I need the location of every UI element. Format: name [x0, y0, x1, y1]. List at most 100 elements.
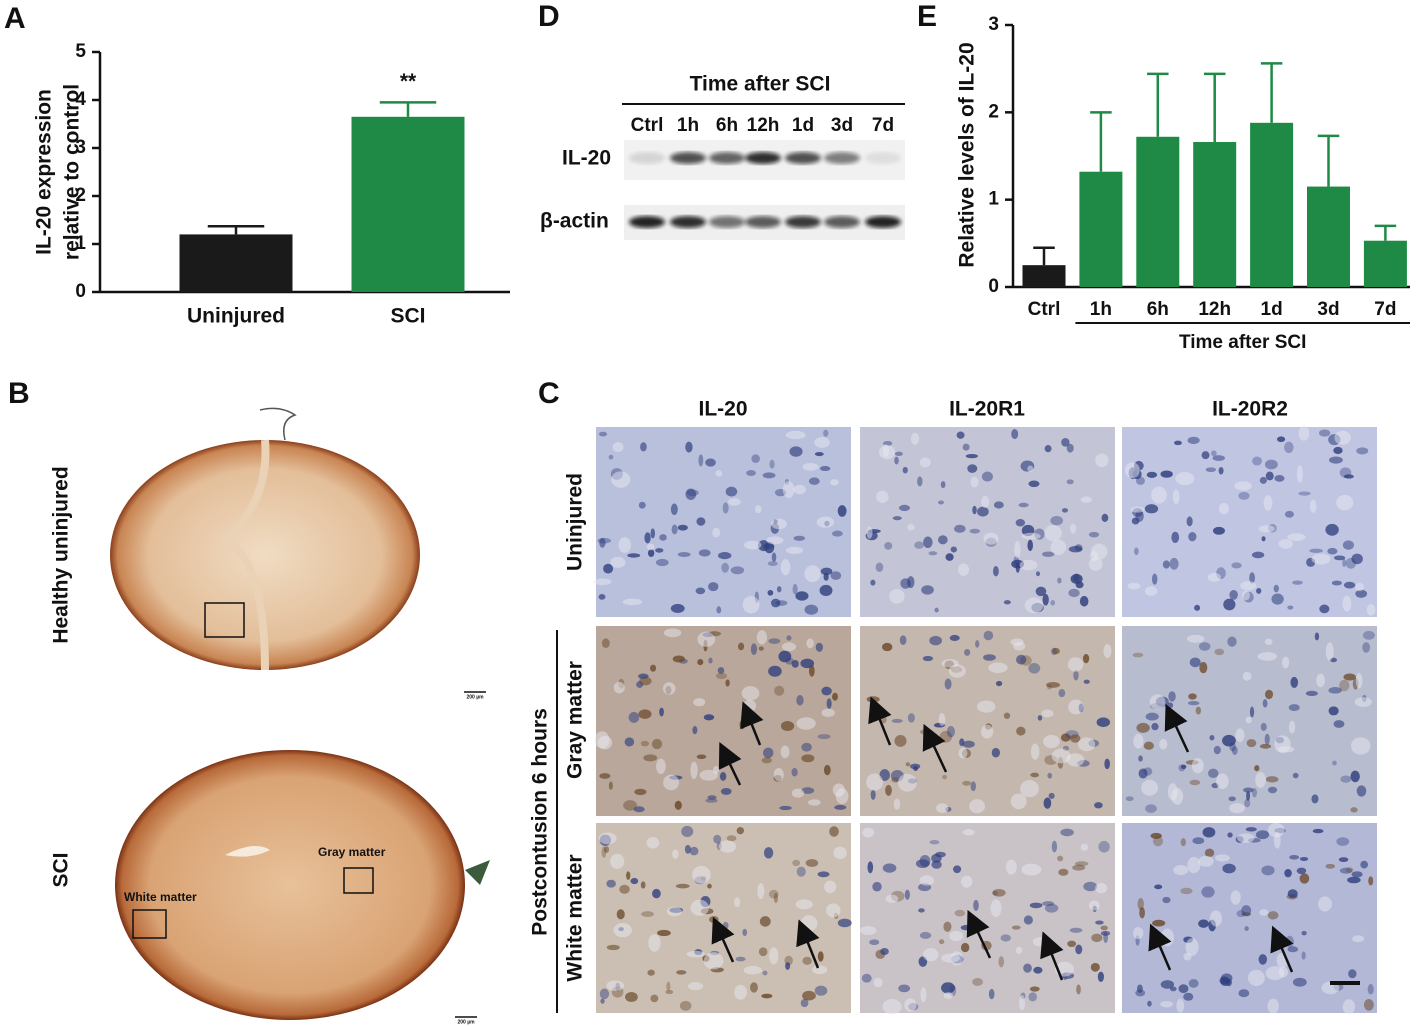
cell — [905, 762, 911, 767]
band — [745, 152, 781, 164]
vacuole — [948, 664, 966, 678]
vacuole — [1077, 737, 1096, 752]
vacuole — [1068, 699, 1084, 715]
lane-label: 3d — [831, 115, 853, 136]
vacuole — [715, 470, 723, 477]
vacuole — [1130, 506, 1145, 513]
cell — [696, 517, 706, 526]
cell — [737, 642, 745, 651]
vacuole — [1024, 597, 1044, 614]
cell — [1173, 440, 1182, 446]
vacuole — [1185, 938, 1199, 956]
cell — [805, 859, 819, 867]
cell — [801, 787, 815, 794]
cell — [767, 561, 778, 566]
cell — [875, 562, 884, 573]
vacuole — [1336, 494, 1354, 511]
cell — [956, 431, 965, 439]
vacuole — [1124, 462, 1140, 479]
arrow — [1164, 703, 1190, 753]
cell — [970, 781, 976, 792]
cell — [861, 973, 872, 983]
vacuole — [826, 903, 841, 918]
vacuole — [1015, 946, 1023, 954]
cell — [929, 635, 942, 646]
cell — [899, 635, 907, 645]
cell — [625, 992, 638, 1003]
cell — [814, 452, 824, 457]
cell — [1251, 551, 1265, 559]
cell — [891, 718, 903, 723]
panel-label: D — [538, 0, 560, 33]
cell — [988, 988, 995, 1000]
micrograph — [594, 626, 851, 816]
band — [670, 216, 706, 228]
micrograph — [596, 823, 852, 1013]
vacuole — [1160, 928, 1174, 947]
cell — [1260, 722, 1267, 731]
cell — [817, 734, 831, 740]
cell — [1183, 992, 1194, 1001]
cell — [1169, 557, 1179, 570]
cell — [1104, 758, 1110, 770]
cell — [1067, 940, 1077, 948]
vacuole — [785, 546, 804, 555]
cell — [1267, 911, 1279, 920]
y-tick-label: 2 — [75, 185, 86, 206]
cell — [1098, 840, 1110, 853]
cell — [600, 998, 605, 1004]
panel-label: B — [8, 377, 30, 410]
lane-label: 6h — [716, 115, 738, 136]
cell — [1301, 951, 1306, 960]
cell — [949, 634, 960, 642]
vacuole — [1133, 927, 1144, 940]
cell — [675, 883, 690, 889]
cell — [719, 771, 727, 781]
cell — [1356, 785, 1367, 797]
cell — [938, 939, 945, 945]
region-box — [204, 602, 245, 638]
cell — [1339, 867, 1353, 874]
panel-label: E — [917, 0, 937, 33]
vacuole — [663, 628, 682, 638]
vacuole — [663, 682, 676, 695]
cell — [1188, 693, 1197, 700]
band — [865, 152, 901, 164]
cell — [657, 929, 671, 937]
cell — [793, 535, 806, 541]
region-label: White matter — [124, 890, 197, 904]
cell — [937, 500, 944, 505]
cell — [1327, 547, 1338, 555]
cell — [826, 698, 832, 709]
vacuole — [1325, 642, 1334, 661]
cell — [967, 464, 978, 473]
cell — [780, 721, 795, 732]
cell — [762, 472, 776, 479]
cell — [1249, 572, 1256, 584]
cell — [1218, 467, 1224, 475]
cell — [1011, 925, 1021, 930]
cell — [1096, 717, 1111, 728]
vacuole — [983, 532, 999, 545]
cell — [679, 1000, 692, 1011]
vacuole — [1352, 935, 1365, 943]
cell — [655, 558, 669, 567]
vacuole — [795, 899, 813, 910]
vacuole — [919, 457, 931, 468]
blot-row-label: IL-20 — [562, 147, 611, 170]
cell — [981, 471, 993, 482]
cell — [1151, 722, 1159, 731]
scale-label: 200 µm — [457, 1019, 475, 1025]
vacuole — [1334, 430, 1351, 445]
vacuole — [1354, 697, 1372, 707]
cell — [1287, 946, 1299, 953]
cell — [837, 505, 847, 517]
vacuole — [814, 436, 830, 448]
cell — [914, 541, 924, 549]
cell — [891, 776, 900, 783]
arrow — [1148, 923, 1172, 971]
cell — [804, 604, 819, 615]
cell — [1242, 787, 1254, 793]
cell — [722, 502, 729, 514]
cell — [940, 481, 946, 489]
